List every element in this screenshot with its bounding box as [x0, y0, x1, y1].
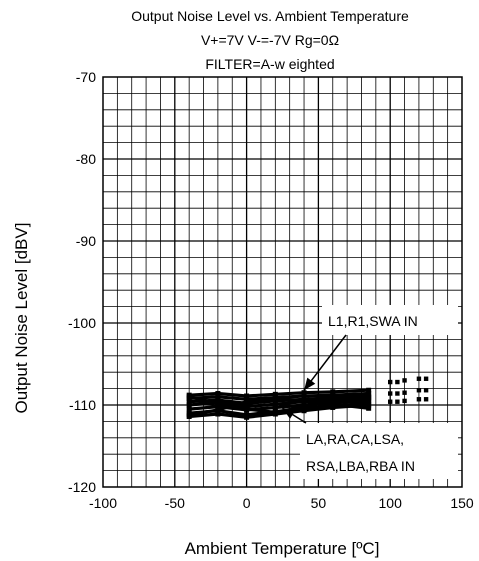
series-point-5	[272, 404, 278, 410]
series-point-5	[215, 404, 221, 410]
series-point-9	[272, 395, 278, 401]
series-point-12	[416, 388, 422, 393]
plot-frame	[102, 76, 463, 488]
series-point-11	[402, 390, 407, 395]
annotation-box	[300, 423, 458, 479]
x-tick-label: 100	[379, 495, 403, 511]
series-point-8	[215, 400, 221, 406]
series-point-9	[186, 412, 192, 418]
series-point-7	[330, 404, 336, 410]
y-tick-label: -120	[68, 479, 96, 495]
series-point-8	[186, 394, 192, 400]
series-point-4	[186, 402, 192, 408]
series-point-5	[186, 406, 192, 412]
x-tick-label: 50	[311, 495, 327, 511]
y-tick-label: -80	[76, 151, 96, 167]
series-point-12	[423, 376, 429, 381]
series-point-3	[186, 399, 192, 405]
series-point-7	[301, 408, 307, 414]
series-point-1	[301, 390, 307, 396]
x-tick-label: -50	[165, 495, 185, 511]
series-point-8	[244, 406, 250, 412]
series-point-7	[366, 402, 372, 408]
series-point-2	[301, 393, 307, 399]
x-tick-label: 150	[450, 495, 474, 511]
series-point-9	[366, 405, 372, 411]
series-point-11	[402, 378, 407, 383]
x-axis-label: Ambient Temperature [ºC]	[185, 539, 380, 558]
x-tick-label: 0	[243, 495, 251, 511]
series-point-12	[416, 376, 422, 381]
series-point-10	[395, 391, 400, 396]
series-point-1	[244, 393, 250, 399]
chart-title-line-3: FILTER=A-w eighted	[205, 56, 334, 72]
series-point-1	[272, 391, 278, 397]
y-tick-label: -70	[76, 69, 96, 85]
annotation-label: LA,RA,CA,LSA,	[306, 431, 404, 447]
series-point-10	[395, 379, 400, 385]
annotation-label: RSA,LBA,RBA IN	[306, 458, 415, 474]
series-point-9	[301, 398, 307, 404]
series-point-9	[330, 401, 336, 407]
annotation-arrowhead	[304, 377, 316, 391]
series-point-2	[215, 394, 221, 400]
series-point-10	[388, 379, 393, 385]
series-point-1	[330, 389, 336, 395]
series-point-1	[366, 387, 372, 393]
series-point-10	[388, 391, 393, 396]
annotation-arrowhead	[282, 408, 296, 419]
chart-title-line-2: V+=7V V-=-7V Rg=0Ω	[201, 32, 339, 48]
series-point-11	[402, 398, 407, 404]
annotation-box	[322, 305, 458, 335]
series-point-9	[215, 407, 221, 413]
series-point-7	[244, 414, 250, 420]
x-tick-label: -100	[89, 495, 117, 511]
series-point-4	[272, 401, 278, 407]
y-tick-label: -90	[76, 233, 96, 249]
y-axis-label: Output Noise Level [dBV]	[12, 223, 31, 414]
series-group	[186, 376, 429, 420]
series-point-12	[416, 397, 422, 402]
series-point-8	[272, 409, 278, 415]
series-point-1	[215, 391, 221, 397]
chart-title-block: Output Noise Level vs. Ambient Temperatu…	[131, 8, 409, 72]
series-point-10	[388, 399, 393, 404]
series-point-8	[366, 395, 372, 401]
series-point-10	[395, 399, 400, 404]
annotation-label: L1,R1,SWA IN	[328, 313, 418, 329]
grid-lines	[103, 77, 462, 487]
series-point-12	[423, 388, 429, 393]
annotations-group: L1,R1,SWA IN LA,RA,CA,LSA, RSA,LBA,RBA IN	[282, 305, 458, 479]
series-point-9	[244, 399, 250, 405]
chart-title-line-1: Output Noise Level vs. Ambient Temperatu…	[131, 8, 409, 24]
tick-labels: -100 -50 0 50 100 150 -120 -110 -100 -90 -80 -70	[68, 69, 474, 511]
series-point-12	[423, 397, 429, 402]
y-tick-label: -110	[69, 397, 96, 413]
series-point-7	[215, 411, 221, 417]
y-tick-label: -100	[68, 315, 96, 331]
series-point-8	[301, 404, 307, 410]
